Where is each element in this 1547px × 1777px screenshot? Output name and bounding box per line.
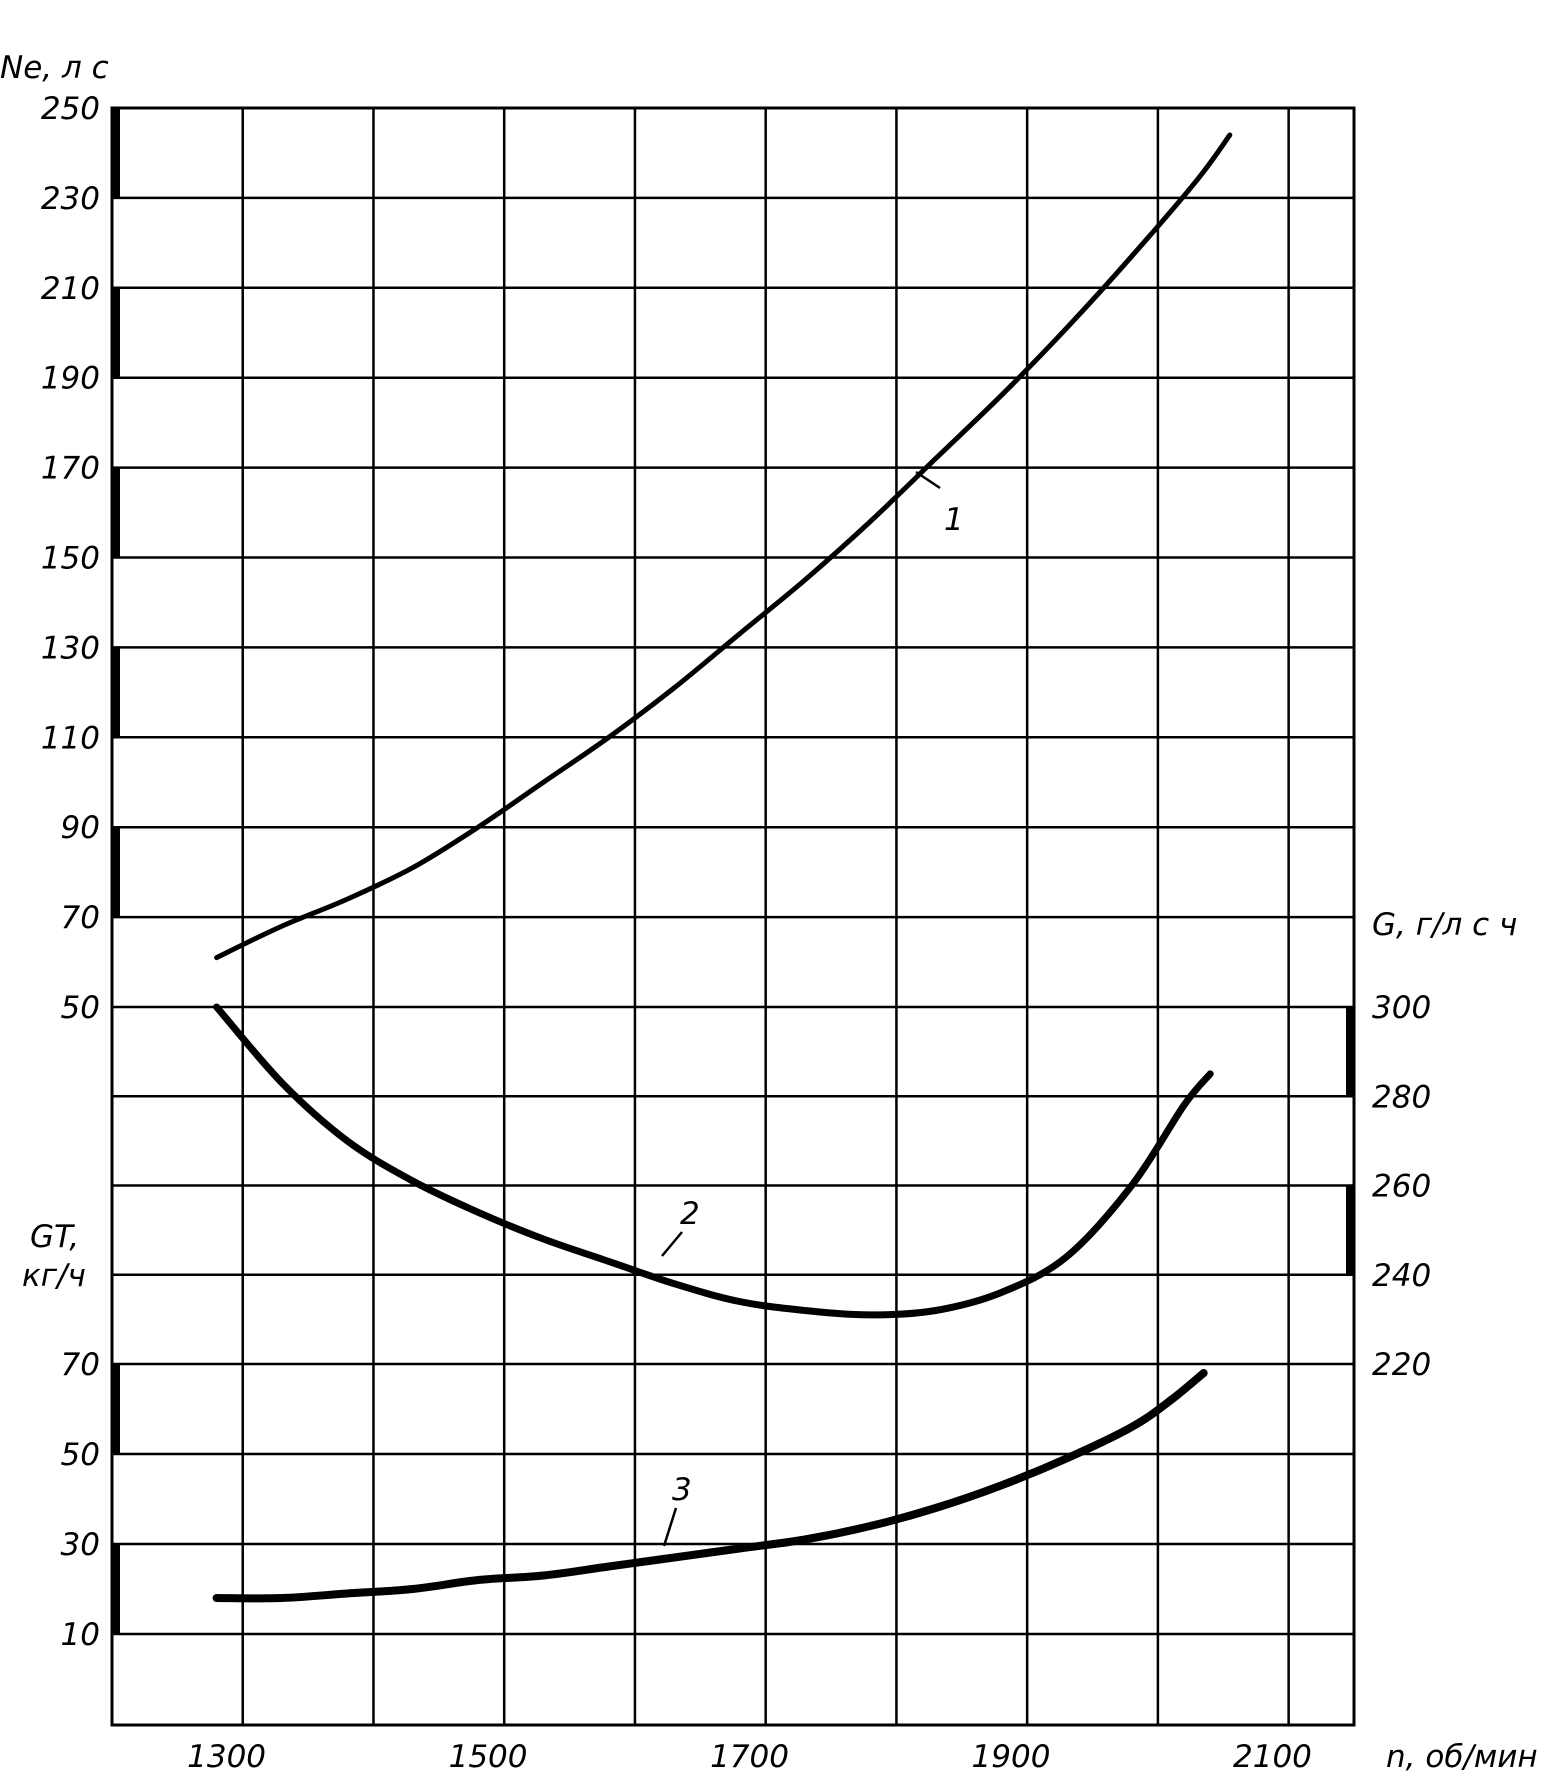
leader-line-1 [915,470,941,490]
ne-tick-label: 190 [41,361,100,397]
x-axis-title: n, об/мин [1386,1739,1538,1775]
curve-label-leaders [661,470,941,1547]
ne-tick-label: 150 [41,541,100,577]
leader-line-2 [661,1231,683,1257]
ne-tick-label: 90 [61,810,100,846]
curve-1 [214,132,1233,961]
ne-axis-tick-labels: 250 230 210 190 170 150 130 110 90 70 50 [41,91,100,1026]
x-tick-label: 1300 [187,1739,266,1775]
gt-tick-label: 50 [61,1437,100,1473]
x-axis-tick-labels: 1300 1500 1700 1900 2100 [187,1739,1312,1775]
leader-line-3 [662,1507,678,1547]
curve-2 [213,1003,1214,1319]
x-tick-label: 1700 [710,1739,789,1775]
g-tick-label: 240 [1372,1258,1431,1294]
ne-axis-title: Ne, л с [0,50,109,86]
gt-axis-title-line2: кг/ч [22,1258,86,1294]
gt-tick-label: 70 [61,1347,100,1383]
x-tick-label: 1500 [449,1739,528,1775]
gt-axis-title-line1: GT, [30,1219,79,1255]
gt-axis-tick-labels: 70 50 30 10 [61,1347,100,1653]
ne-tick-label: 230 [41,181,100,217]
ne-tick-label: 210 [41,271,100,307]
curves [212,132,1233,1603]
g-tick-label: 300 [1372,990,1431,1026]
scale-bars [112,108,1354,1634]
ne-tick-label: 70 [61,900,100,936]
g-axis-tick-labels: 300 280 260 240 220 [1372,990,1431,1383]
ne-tick-label: 250 [41,91,100,127]
curve-label-2: 2 [680,1196,700,1232]
ne-tick-label: 130 [41,630,100,666]
x-tick-label: 1900 [972,1739,1051,1775]
ne-tick-label: 170 [41,451,100,487]
ne-tick-label: 110 [41,720,100,756]
g-tick-label: 280 [1372,1079,1431,1115]
curve-3 [212,1369,1208,1603]
ne-tick-label: 50 [61,990,100,1026]
gt-tick-label: 30 [61,1527,100,1563]
curve-label-3: 3 [672,1472,692,1508]
plot-frame [110,106,1356,1727]
g-tick-label: 220 [1372,1347,1431,1383]
g-axis-title: G, г/л с ч [1372,907,1517,943]
x-tick-label: 2100 [1233,1739,1312,1775]
curve-label-1: 1 [944,502,964,538]
g-tick-label: 260 [1372,1169,1431,1205]
gt-tick-label: 10 [61,1617,100,1653]
grid [112,108,1354,1725]
